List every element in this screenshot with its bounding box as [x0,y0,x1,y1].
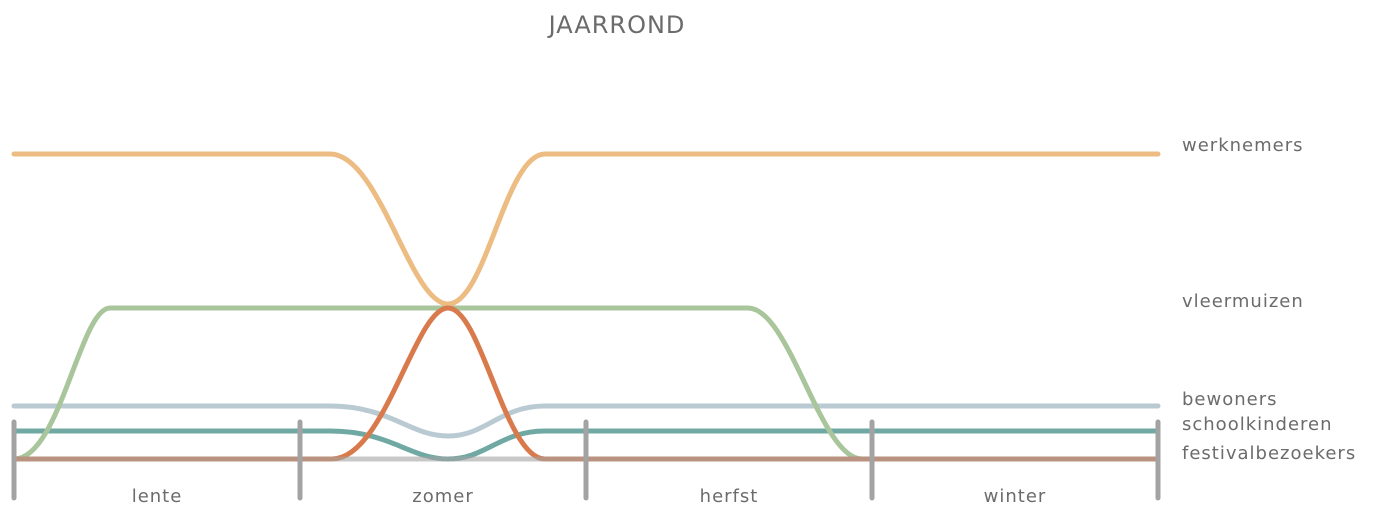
season-label: lente [132,486,183,505]
axis [11,419,1161,501]
curve-werknemers [11,151,1161,307]
season-label: winter [984,486,1047,505]
legend-label: werknemers [1182,135,1304,156]
legend-label: schoolkinderen [1182,414,1333,435]
curve-vleermuizen [11,305,1161,462]
legend-label: festivalbezoekers [1182,443,1356,464]
legend-label: vleermuizen [1182,291,1304,312]
season-label: herfst [700,486,759,505]
curve-festivalbezoekers [11,305,1161,462]
season-label: zomer [412,486,473,505]
title: JAARROND [547,11,686,39]
legend-label: bewoners [1182,389,1278,410]
curve-bewoners [11,403,1161,439]
